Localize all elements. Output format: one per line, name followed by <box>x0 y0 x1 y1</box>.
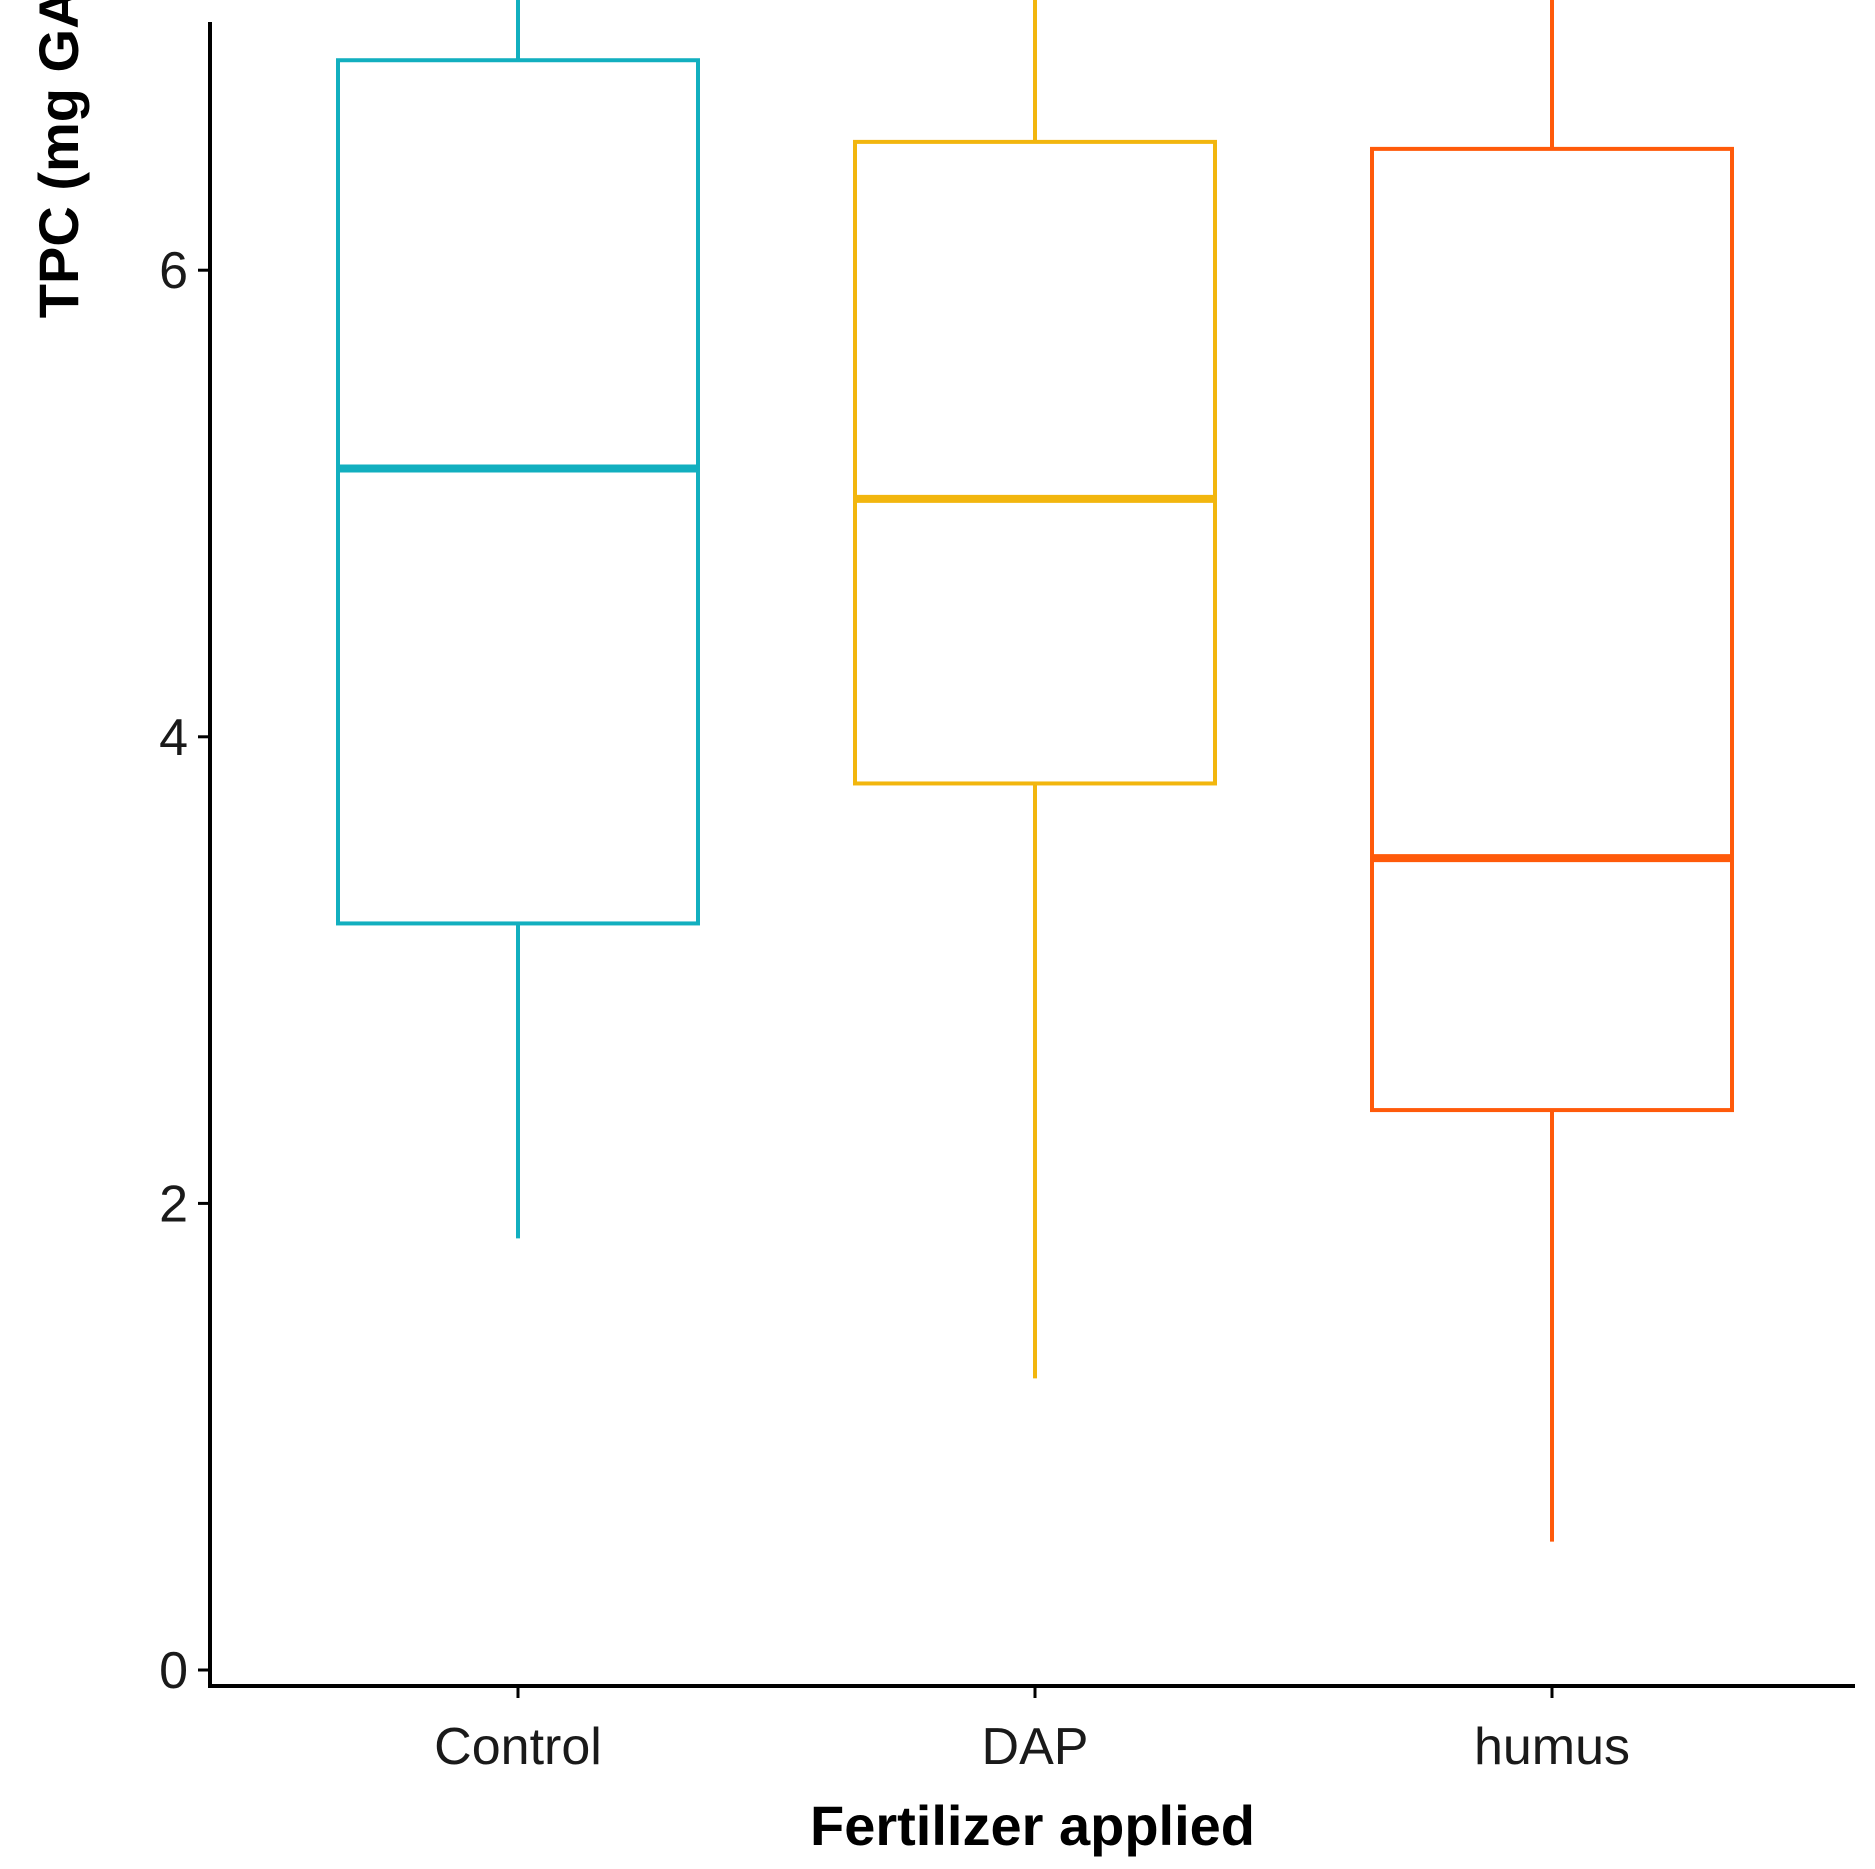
x-axis-title: Fertilizer applied <box>810 1794 1255 1857</box>
y-tick-label: 2 <box>159 1175 188 1233</box>
y-tick-label: 6 <box>159 242 188 300</box>
boxes <box>336 0 1734 1542</box>
box-dap <box>853 0 1217 1379</box>
x-tick-label: humus <box>1474 1718 1630 1776</box>
y-axis-title: TPC (mg GAE / g DM) <box>27 0 90 318</box>
box-humus <box>1370 0 1734 1542</box>
x-tick-label: Control <box>434 1718 602 1776</box>
y-tick-label: 0 <box>159 1642 188 1700</box>
box-control <box>336 0 700 1239</box>
tick-labels: 024681012ControlDAPhumus <box>159 242 1630 1776</box>
axes <box>208 22 1855 1688</box>
y-tick-label: 4 <box>159 709 188 767</box>
x-tick-label: DAP <box>982 1718 1089 1776</box>
box-iqr <box>1370 146 1734 1113</box>
box-iqr <box>336 58 700 926</box>
box-iqr <box>853 139 1217 786</box>
